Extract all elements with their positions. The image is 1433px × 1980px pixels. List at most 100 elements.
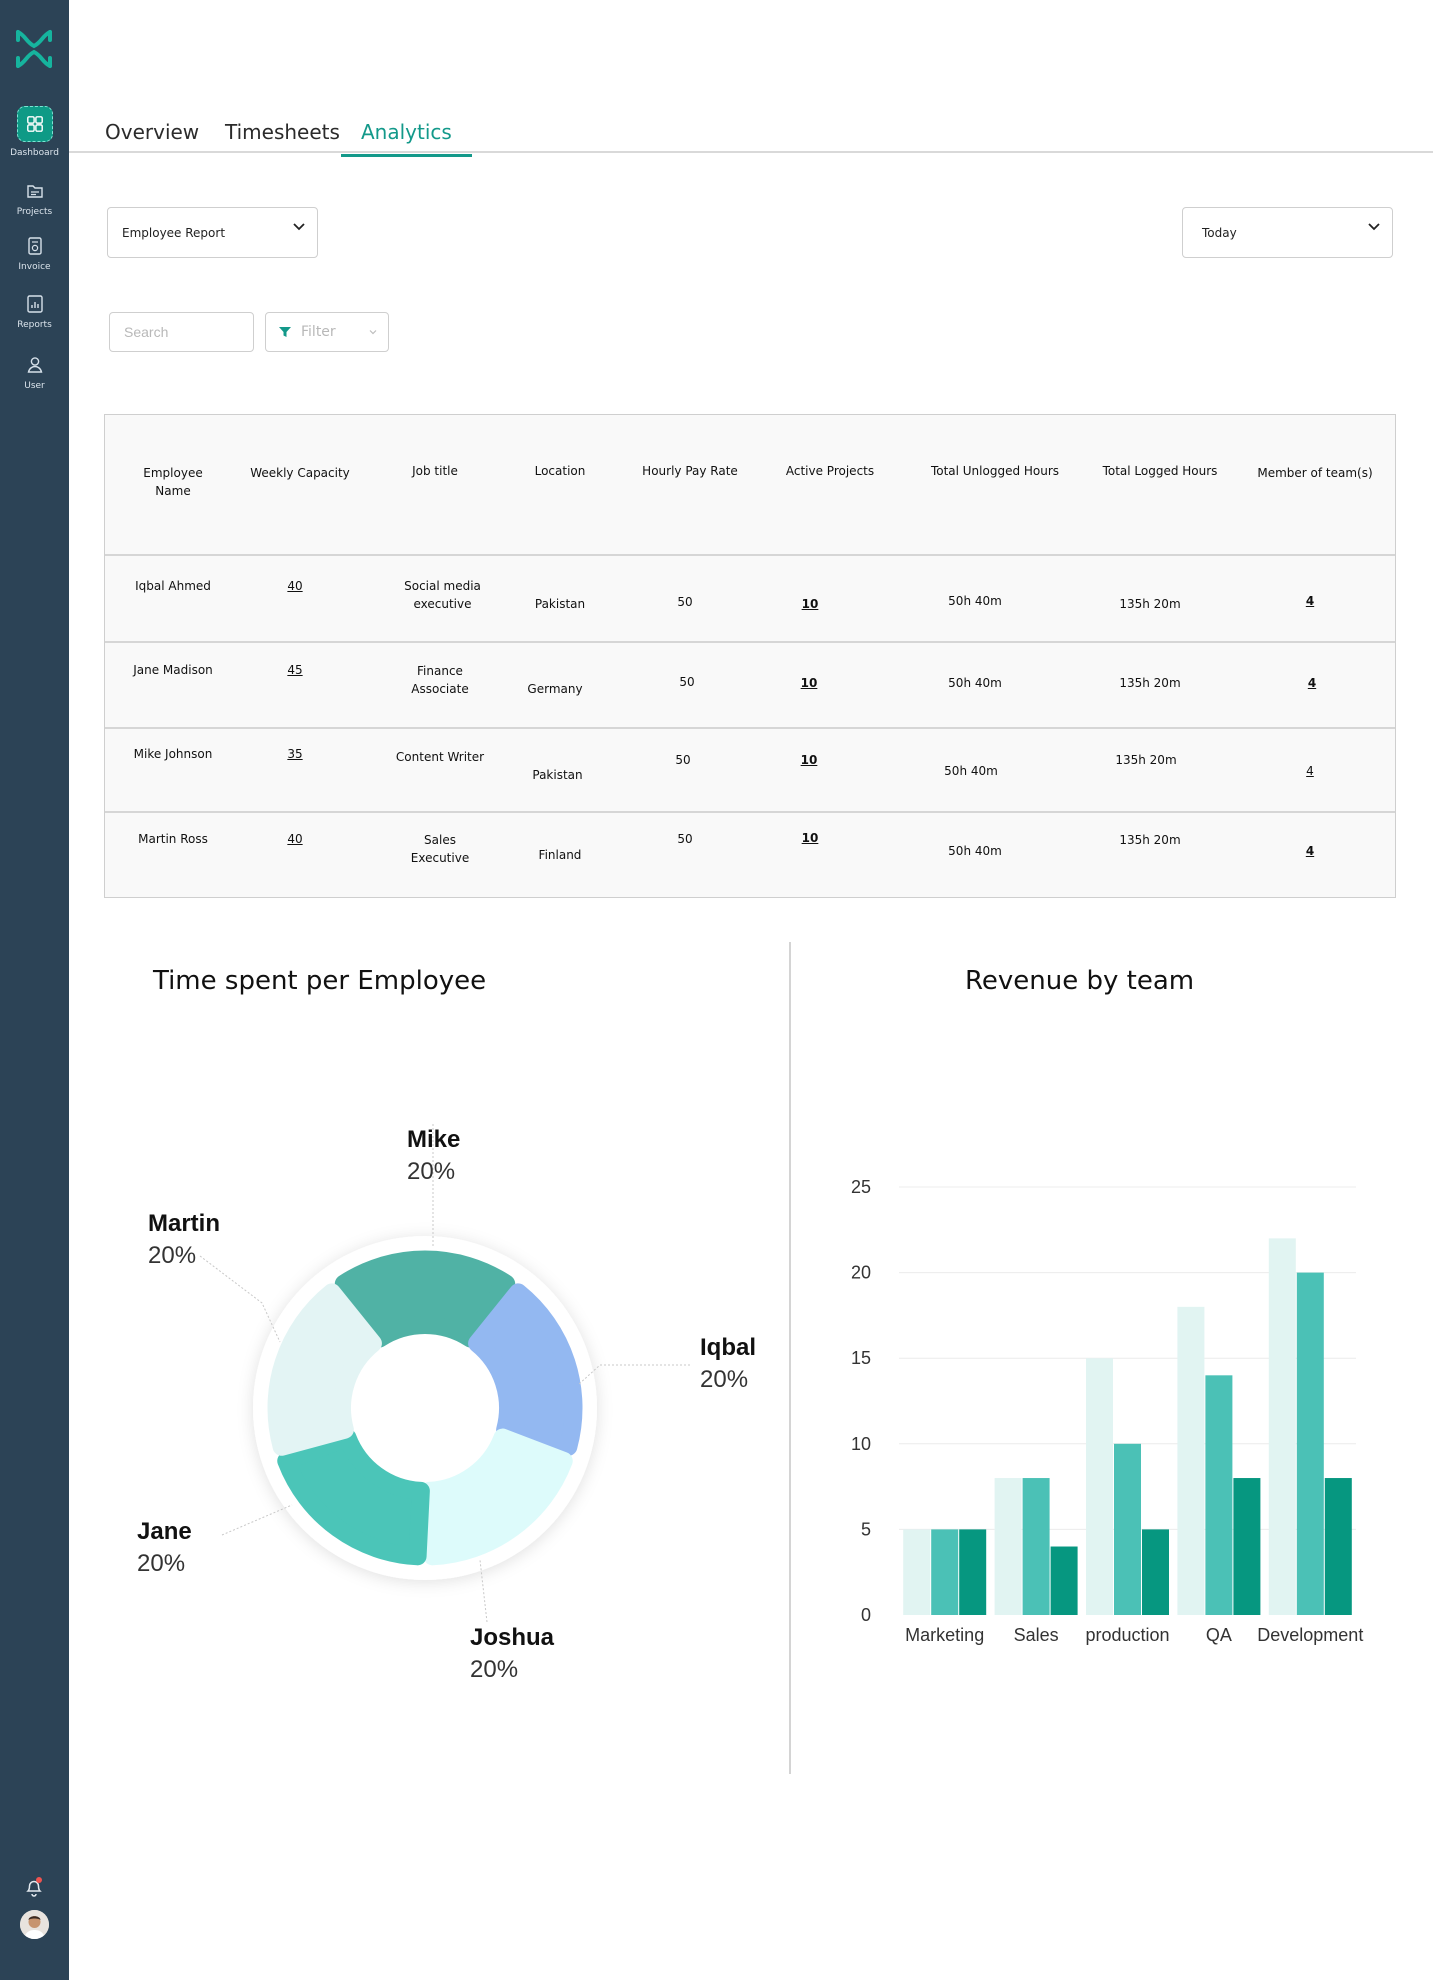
cell-active-projects[interactable]: 10 bbox=[800, 753, 818, 767]
header-job-title[interactable]: Job title bbox=[412, 464, 458, 478]
cell-logged-hours: 135h 20m bbox=[1119, 676, 1181, 690]
tab-analytics[interactable]: Analytics bbox=[341, 120, 472, 157]
donut-slice-iqbal[interactable] bbox=[468, 1283, 583, 1456]
sidebar-item-label: User bbox=[24, 381, 45, 391]
donut-slice-joshua[interactable] bbox=[420, 1428, 573, 1566]
bar-marketing-series-1[interactable] bbox=[903, 1529, 931, 1615]
bar-production-series-2[interactable] bbox=[1114, 1443, 1141, 1615]
tab-bar: Overview Timesheets Analytics bbox=[69, 113, 1433, 157]
bar-sales-series-2[interactable] bbox=[1022, 1478, 1050, 1615]
donut-leader-line bbox=[221, 1504, 293, 1536]
bar-development-series-2[interactable] bbox=[1296, 1272, 1324, 1615]
cell-employee-name: Martin Ross bbox=[138, 832, 208, 846]
sidebar-item-dashboard[interactable]: Dashboard bbox=[0, 106, 69, 158]
donut-label-value: 20% bbox=[470, 1656, 519, 1683]
search-placeholder: Search bbox=[124, 324, 169, 340]
bar-production-series-1[interactable] bbox=[1086, 1358, 1113, 1615]
sidebar-item-label: Invoice bbox=[18, 262, 51, 272]
cell-job-title: Social media executive bbox=[404, 579, 481, 611]
header-total-logged-hours[interactable]: Total Logged Hours bbox=[1102, 464, 1218, 478]
header-weekly-capacity[interactable]: Weekly Capacity bbox=[250, 466, 350, 480]
sidebar-item-invoice[interactable]: Invoice bbox=[0, 236, 69, 272]
bar-qa-series-3[interactable] bbox=[1233, 1478, 1261, 1615]
sidebar-item-user[interactable]: User bbox=[0, 355, 69, 391]
y-tick-label: 5 bbox=[861, 1519, 871, 1539]
cell-active-projects[interactable]: 10 bbox=[801, 831, 819, 845]
donut-label-value: 20% bbox=[700, 1366, 749, 1393]
cell-unlogged-hours: 50h 40m bbox=[948, 844, 1002, 858]
notification-bell-icon[interactable] bbox=[24, 1876, 44, 1898]
sidebar-item-label: Reports bbox=[17, 320, 52, 330]
table-row[interactable]: Mike Johnson 35 Content Writer Pakistan … bbox=[105, 729, 1395, 813]
bar-chart: 0 5 10 15 20 25 Marketing Sales production QA Deve… bbox=[851, 1177, 1363, 1645]
search-input[interactable]: Search bbox=[109, 312, 254, 352]
filter-dropdown[interactable]: Filter bbox=[265, 312, 389, 352]
user-avatar[interactable] bbox=[20, 1910, 49, 1939]
cell-weekly-capacity[interactable]: 40 bbox=[287, 832, 303, 846]
cell-weekly-capacity[interactable]: 40 bbox=[287, 579, 303, 593]
donut-label-mike: Mike 20% bbox=[407, 1124, 460, 1188]
bar-development-series-1[interactable] bbox=[1268, 1238, 1296, 1615]
user-icon bbox=[27, 357, 42, 373]
reports-icon bbox=[26, 295, 43, 313]
header-employee-name[interactable]: Employee Name bbox=[143, 466, 203, 498]
cell-active-projects[interactable]: 10 bbox=[800, 676, 818, 690]
header-hourly-pay-rate[interactable]: Hourly Pay Rate bbox=[642, 464, 738, 478]
table-row[interactable]: Iqbal Ahmed 40 Social media executive Pa… bbox=[105, 556, 1395, 643]
period-select[interactable]: Today bbox=[1182, 207, 1393, 258]
cell-weekly-capacity[interactable]: 35 bbox=[287, 747, 303, 761]
cell-teams[interactable]: 4 bbox=[1305, 594, 1315, 608]
period-value: Today bbox=[1202, 226, 1237, 240]
donut-label-name: Joshua bbox=[470, 1624, 555, 1651]
bar-qa-series-1[interactable] bbox=[1177, 1306, 1205, 1615]
bar-marketing-series-2[interactable] bbox=[931, 1529, 959, 1615]
bar-production-series-3[interactable] bbox=[1142, 1529, 1169, 1615]
donut-slice-mike[interactable] bbox=[334, 1250, 516, 1348]
header-member-of-teams[interactable]: Member of team(s) bbox=[1257, 466, 1373, 480]
chevron-down-icon bbox=[293, 223, 305, 231]
header-total-unlogged-hours[interactable]: Total Unlogged Hours bbox=[930, 464, 1060, 478]
folder-icon bbox=[26, 185, 43, 198]
donut-slice-martin[interactable] bbox=[267, 1283, 382, 1456]
donut-label-value: 20% bbox=[148, 1242, 197, 1269]
report-type-select[interactable]: Employee Report bbox=[107, 207, 318, 258]
filter-label: Filter bbox=[301, 324, 336, 340]
cell-active-projects[interactable]: 10 bbox=[801, 597, 819, 611]
donut-label-name: Martin bbox=[148, 1210, 220, 1237]
donut-label-value: 20% bbox=[137, 1550, 186, 1577]
cell-location: Finland bbox=[538, 848, 582, 862]
x-tick-label: Sales bbox=[1014, 1625, 1059, 1645]
y-tick-label: 10 bbox=[851, 1434, 871, 1454]
cell-teams[interactable]: 4 bbox=[1306, 764, 1314, 778]
donut-label-name: Iqbal bbox=[700, 1334, 757, 1361]
sidebar-item-reports[interactable]: Reports bbox=[0, 294, 69, 330]
donut-slice-jane[interactable] bbox=[277, 1428, 430, 1566]
cell-teams[interactable]: 4 bbox=[1307, 676, 1317, 690]
bar-development-series-3[interactable] bbox=[1324, 1478, 1352, 1615]
cell-teams[interactable]: 4 bbox=[1305, 844, 1315, 858]
bar-sales-series-3[interactable] bbox=[1050, 1546, 1078, 1615]
x-tick-label: QA bbox=[1206, 1625, 1232, 1645]
y-tick-label: 15 bbox=[851, 1348, 871, 1368]
cell-unlogged-hours: 50h 40m bbox=[948, 676, 1002, 690]
table-row[interactable]: Martin Ross 40 Sales Executive Finland 5… bbox=[105, 813, 1395, 898]
table-row[interactable]: Jane Madison 45 Finance Associate German… bbox=[105, 643, 1395, 729]
cell-logged-hours: 135h 20m bbox=[1119, 833, 1181, 847]
cell-logged-hours: 135h 20m bbox=[1115, 753, 1177, 767]
tab-timesheets[interactable]: Timesheets bbox=[225, 120, 340, 144]
cell-unlogged-hours: 50h 40m bbox=[944, 764, 998, 778]
x-tick-label: Development bbox=[1257, 1625, 1363, 1645]
header-active-projects[interactable]: Active Projects bbox=[785, 464, 875, 478]
bar-qa-series-2[interactable] bbox=[1205, 1375, 1233, 1615]
tab-overview[interactable]: Overview bbox=[105, 120, 200, 144]
donut-leader-line bbox=[199, 1255, 281, 1343]
bar-marketing-series-3[interactable] bbox=[959, 1529, 987, 1615]
x-tick-label: Marketing bbox=[905, 1625, 984, 1645]
donut-label-iqbal: Iqbal 20% bbox=[700, 1332, 756, 1396]
bar-sales-series-1[interactable] bbox=[994, 1478, 1022, 1615]
sidebar-item-projects[interactable]: Projects bbox=[0, 181, 69, 217]
app-logo[interactable] bbox=[12, 26, 56, 72]
header-location[interactable]: Location bbox=[534, 464, 586, 478]
cell-weekly-capacity[interactable]: 45 bbox=[287, 663, 303, 677]
sidebar: Dashboard Projects Invoice Reports User bbox=[0, 0, 69, 1980]
